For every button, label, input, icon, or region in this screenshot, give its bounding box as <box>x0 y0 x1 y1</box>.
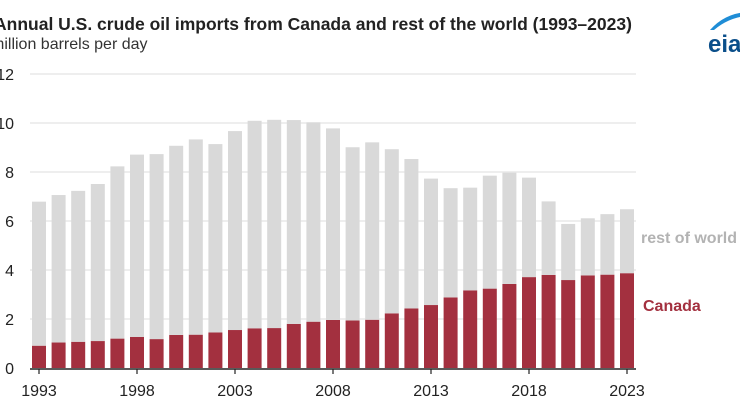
bar-canada-1997 <box>110 338 125 368</box>
legend-rest-of-world: rest of world <box>641 230 737 247</box>
bar-canada-2012 <box>404 308 419 368</box>
bar-canada-2020 <box>561 280 576 368</box>
x-tick-label: 2013 <box>413 383 449 400</box>
bar-canada-2009 <box>345 320 360 368</box>
bar-rest-of-world-2022 <box>600 214 615 275</box>
bar-rest-of-world-1997 <box>110 166 125 339</box>
bar-rest-of-world-1995 <box>71 190 86 342</box>
bar-rest-of-world-2002 <box>208 144 223 333</box>
bar-rest-of-world-2008 <box>326 128 340 320</box>
bar-canada-2011 <box>384 313 399 368</box>
bar-rest-of-world-2013 <box>424 178 438 306</box>
bar-canada-1995 <box>71 341 86 368</box>
y-tick-label: 0 <box>5 361 14 378</box>
bar-canada-2000 <box>169 334 184 368</box>
bar-rest-of-world-2005 <box>267 119 282 329</box>
bar-rest-of-world-1998 <box>130 154 144 337</box>
x-tick-label: 1998 <box>119 383 155 400</box>
bar-canada-2014 <box>443 297 458 368</box>
bar-rest-of-world-2014 <box>443 188 458 298</box>
bar-canada-2001 <box>188 334 203 368</box>
y-tick-label: 10 <box>0 116 14 133</box>
x-tick-label: 1993 <box>21 383 57 400</box>
svg-text:eia: eia <box>708 31 740 54</box>
x-tick-label: 2008 <box>315 383 351 400</box>
y-tick-label: 4 <box>5 263 14 280</box>
bar-rest-of-world-1996 <box>90 184 105 342</box>
bar-canada-2016 <box>482 288 497 368</box>
bar-canada-2021 <box>580 275 595 368</box>
y-axis-unit-label: million barrels per day <box>0 36 148 53</box>
bar-rest-of-world-2016 <box>482 175 497 289</box>
bar-canada-2018 <box>522 277 536 368</box>
bar-canada-2022 <box>600 274 615 368</box>
bar-canada-1994 <box>51 342 66 368</box>
bar-canada-2007 <box>306 321 321 368</box>
bar-canada-1993 <box>32 345 46 368</box>
bar-rest-of-world-2000 <box>169 145 184 335</box>
bar-canada-2008 <box>326 319 340 368</box>
bar-canada-2004 <box>247 328 262 368</box>
x-tick-label: 2018 <box>511 383 547 400</box>
bar-rest-of-world-2010 <box>365 142 380 320</box>
bar-rest-of-world-2017 <box>502 172 517 284</box>
bar-canada-2006 <box>286 323 301 368</box>
bar-rest-of-world-2019 <box>541 201 556 275</box>
bar-canada-2023 <box>620 273 634 368</box>
bar-rest-of-world-2012 <box>404 159 419 309</box>
bar-rest-of-world-2006 <box>286 120 301 324</box>
bar-canada-2019 <box>541 274 556 368</box>
y-tick-label: 6 <box>5 214 14 231</box>
y-tick-label: 2 <box>5 312 14 329</box>
bar-rest-of-world-2011 <box>384 149 399 314</box>
bar-canada-2013 <box>424 305 438 368</box>
bar-rest-of-world-1993 <box>32 201 46 346</box>
eia-logo: eia <box>708 12 740 54</box>
legend-canada: Canada <box>643 298 701 315</box>
bar-canada-1999 <box>149 339 164 368</box>
bar-rest-of-world-2018 <box>522 177 536 278</box>
bar-rest-of-world-2009 <box>345 147 360 321</box>
bar-rest-of-world-2023 <box>620 209 634 274</box>
bar-rest-of-world-2001 <box>188 139 203 335</box>
y-tick-label: 8 <box>5 165 14 182</box>
bar-canada-2015 <box>463 290 478 368</box>
bar-rest-of-world-1994 <box>51 195 66 343</box>
bar-canada-2005 <box>267 328 282 368</box>
bar-canada-2010 <box>365 319 380 368</box>
bar-canada-1998 <box>130 336 144 368</box>
chart-title: Annual U.S. crude oil imports from Canad… <box>0 14 632 34</box>
bar-rest-of-world-2015 <box>463 187 478 291</box>
bar-rest-of-world-2021 <box>580 218 595 276</box>
bar-rest-of-world-2007 <box>306 122 321 322</box>
bar-rest-of-world-2003 <box>228 131 242 331</box>
y-tick-label: 12 <box>0 67 14 84</box>
bar-canada-2002 <box>208 332 223 368</box>
bar-canada-1996 <box>90 341 105 368</box>
bar-rest-of-world-1999 <box>149 154 164 340</box>
bar-canada-2003 <box>228 330 242 368</box>
bar-rest-of-world-2004 <box>247 120 262 329</box>
x-tick-label: 2003 <box>217 383 253 400</box>
bar-canada-2017 <box>502 283 517 368</box>
x-tick-label: 2023 <box>609 383 645 400</box>
bar-rest-of-world-2020 <box>561 223 576 281</box>
